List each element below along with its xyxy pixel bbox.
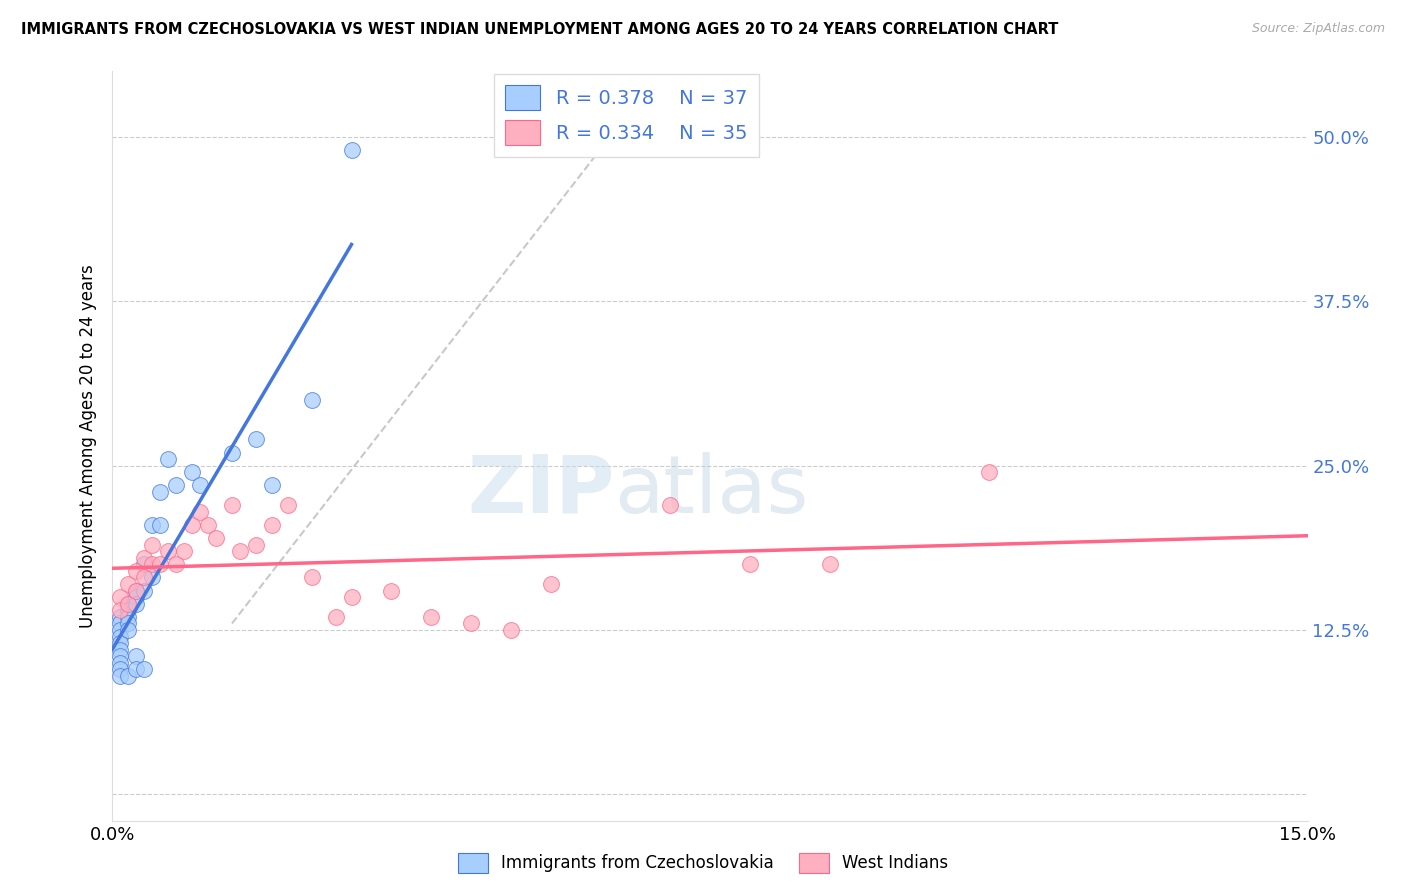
Point — [125, 597, 148, 611]
Point — [197, 517, 219, 532]
Point — [117, 610, 139, 624]
Point — [260, 517, 283, 532]
Point — [301, 570, 323, 584]
Point — [110, 636, 132, 650]
Point — [117, 603, 139, 617]
Point — [301, 392, 323, 407]
Text: IMMIGRANTS FROM CZECHOSLOVAKIA VS WEST INDIAN UNEMPLOYMENT AMONG AGES 20 TO 24 Y: IMMIGRANTS FROM CZECHOSLOVAKIA VS WEST I… — [21, 22, 1059, 37]
Point — [229, 544, 252, 558]
Point — [141, 517, 163, 532]
Point — [110, 590, 132, 604]
Point — [188, 505, 211, 519]
Point — [110, 649, 132, 664]
Point — [460, 616, 482, 631]
Text: Source: ZipAtlas.com: Source: ZipAtlas.com — [1251, 22, 1385, 36]
Point — [110, 669, 132, 683]
Point — [818, 558, 841, 572]
Point — [125, 590, 148, 604]
Point — [141, 558, 163, 572]
Point — [149, 517, 172, 532]
Point — [141, 570, 163, 584]
Point — [117, 616, 139, 631]
Point — [499, 623, 522, 637]
Point — [117, 597, 139, 611]
Point — [134, 550, 156, 565]
Point — [340, 143, 363, 157]
Legend: R = 0.378    N = 37, R = 0.334    N = 35: R = 0.378 N = 37, R = 0.334 N = 35 — [494, 73, 759, 157]
Text: atlas: atlas — [614, 452, 808, 530]
Point — [125, 583, 148, 598]
Point — [110, 616, 132, 631]
Point — [125, 564, 148, 578]
Point — [110, 603, 132, 617]
Point — [157, 544, 180, 558]
Text: ZIP: ZIP — [467, 452, 614, 530]
Point — [738, 558, 761, 572]
Point — [221, 445, 243, 459]
Point — [165, 558, 187, 572]
Point — [977, 465, 1000, 479]
Point — [540, 577, 562, 591]
Point — [245, 538, 267, 552]
Point — [157, 452, 180, 467]
Point — [181, 517, 204, 532]
Point — [141, 538, 163, 552]
Point — [149, 558, 172, 572]
Point — [221, 498, 243, 512]
Point — [125, 663, 148, 677]
Point — [173, 544, 195, 558]
Point — [181, 465, 204, 479]
Point — [205, 531, 228, 545]
Point — [380, 583, 402, 598]
Y-axis label: Unemployment Among Ages 20 to 24 years: Unemployment Among Ages 20 to 24 years — [79, 264, 97, 628]
Point — [117, 623, 139, 637]
Point — [117, 669, 139, 683]
Point — [277, 498, 299, 512]
Point — [134, 558, 156, 572]
Point — [110, 663, 132, 677]
Point — [117, 597, 139, 611]
Point — [134, 570, 156, 584]
Point — [134, 583, 156, 598]
Point — [134, 663, 156, 677]
Point — [125, 649, 148, 664]
Point — [165, 478, 187, 492]
Point — [110, 642, 132, 657]
Point — [260, 478, 283, 492]
Point — [188, 478, 211, 492]
Point — [110, 656, 132, 670]
Point — [245, 433, 267, 447]
Point — [659, 498, 682, 512]
Point — [125, 583, 148, 598]
Legend: Immigrants from Czechoslovakia, West Indians: Immigrants from Czechoslovakia, West Ind… — [451, 847, 955, 880]
Point — [340, 590, 363, 604]
Point — [420, 610, 443, 624]
Point — [149, 485, 172, 500]
Point — [325, 610, 347, 624]
Point — [117, 577, 139, 591]
Point — [110, 610, 132, 624]
Point — [110, 623, 132, 637]
Point — [110, 630, 132, 644]
